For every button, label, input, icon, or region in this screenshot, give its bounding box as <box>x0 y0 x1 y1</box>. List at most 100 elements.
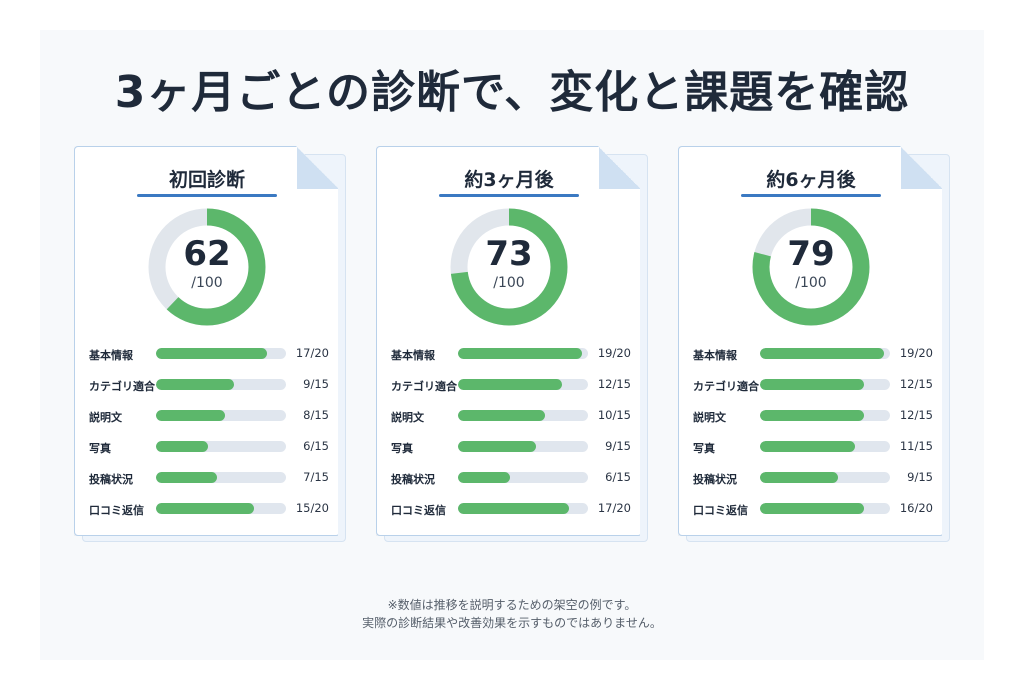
score-bar-track <box>156 348 286 359</box>
score-row-label: 説明文 <box>391 411 424 424</box>
score-row-value: 9/15 <box>907 470 933 484</box>
donut-fill <box>752 208 870 326</box>
score-row: カテゴリ適合 12/15 <box>693 374 933 405</box>
score-row-label: カテゴリ適合 <box>89 380 155 393</box>
score-row-value: 19/20 <box>899 346 933 360</box>
score-row-value: 17/20 <box>597 501 631 515</box>
score-breakdown: 基本情報 19/20 カテゴリ適合 12/15 説明文 12/15 <box>693 343 933 529</box>
score-row: 口コミ返信 15/20 <box>89 498 329 529</box>
score-row-label: 口コミ返信 <box>693 504 748 517</box>
score-bar-track <box>458 503 588 514</box>
score-row-value: 7/15 <box>303 470 329 484</box>
score-row: 投稿状況 9/15 <box>693 467 933 498</box>
score-row: 基本情報 17/20 <box>89 343 329 374</box>
score-bar-track <box>458 441 588 452</box>
score-row-value: 17/20 <box>295 346 329 360</box>
score-row-label: 投稿状況 <box>89 473 133 486</box>
score-row: 写真 6/15 <box>89 436 329 467</box>
score-row-label: 基本情報 <box>391 349 435 362</box>
score-row-value: 19/20 <box>597 346 631 360</box>
score-row-value: 9/15 <box>605 439 631 453</box>
card-title: 約6ヶ月後 <box>766 169 856 191</box>
score-bar-fill <box>458 503 569 514</box>
score-bar-fill <box>458 348 582 359</box>
card-title-underline <box>741 194 881 197</box>
score-bar-fill <box>760 410 864 421</box>
card-title: 初回診断 <box>168 169 245 191</box>
score-row-value: 12/15 <box>899 408 933 422</box>
score-bar-track <box>760 441 890 452</box>
score-row-value: 9/15 <box>303 377 329 391</box>
score-bar-fill <box>156 348 267 359</box>
total-score: 79 <box>787 234 835 274</box>
score-bar-fill <box>156 472 217 483</box>
score-bar-fill <box>156 503 254 514</box>
score-row-label: 投稿状況 <box>391 473 435 486</box>
score-row-label: 写真 <box>693 442 715 455</box>
score-row: 投稿状況 6/15 <box>391 467 631 498</box>
score-bar-track <box>156 472 286 483</box>
score-row-label: カテゴリ適合 <box>391 380 457 393</box>
total-score: 73 <box>485 234 533 274</box>
score-bar-fill <box>156 410 226 421</box>
score-row-label: 写真 <box>391 442 413 455</box>
score-row: 口コミ返信 16/20 <box>693 498 933 529</box>
score-row: 説明文 10/15 <box>391 405 631 436</box>
score-row-value: 6/15 <box>605 470 631 484</box>
disclaimer-line-1: ※数値は推移を説明するための架空の例です。 <box>387 598 637 612</box>
card-title-underline <box>137 194 277 197</box>
score-bar-track <box>458 348 588 359</box>
score-bar-track <box>760 472 890 483</box>
diagnosis-card: 初回診断 62 /100 基本情報 17/20 カテゴリ適合 <box>74 146 346 542</box>
score-bar-track <box>156 379 286 390</box>
score-row: 投稿状況 7/15 <box>89 467 329 498</box>
score-row-label: 基本情報 <box>89 349 133 362</box>
score-row: 説明文 12/15 <box>693 405 933 436</box>
score-bar-fill <box>458 379 562 390</box>
score-bar-fill <box>760 348 884 359</box>
score-bar-fill <box>156 441 208 452</box>
score-row: 基本情報 19/20 <box>391 343 631 374</box>
score-bar-track <box>760 348 890 359</box>
score-bar-track <box>156 503 286 514</box>
score-bar-track <box>458 472 588 483</box>
score-row-label: 口コミ返信 <box>391 504 446 517</box>
score-row: カテゴリ適合 12/15 <box>391 374 631 405</box>
score-bar-track <box>760 410 890 421</box>
card-title-underline <box>439 194 579 197</box>
total-score-max: /100 <box>493 275 525 291</box>
score-bar-track <box>760 503 890 514</box>
score-row-value: 12/15 <box>899 377 933 391</box>
score-row-value: 15/20 <box>295 501 329 515</box>
score-row-label: 写真 <box>89 442 111 455</box>
score-bar-track <box>156 410 286 421</box>
score-bar-fill <box>458 441 536 452</box>
score-row-label: 投稿状況 <box>693 473 737 486</box>
score-row-label: 説明文 <box>89 411 122 424</box>
donut-fill <box>148 208 266 326</box>
card-title: 約3ヶ月後 <box>464 169 554 191</box>
diagnosis-card: 約3ヶ月後 73 /100 基本情報 19/20 カテゴリ適合 <box>376 146 648 542</box>
card-sheet: 約6ヶ月後 79 /100 基本情報 19/20 カテゴリ適合 <box>678 146 942 536</box>
score-donut-chart <box>450 208 568 326</box>
score-bar-fill <box>760 503 864 514</box>
score-bar-fill <box>458 410 545 421</box>
score-row-value: 6/15 <box>303 439 329 453</box>
score-breakdown: 基本情報 19/20 カテゴリ適合 12/15 説明文 10/15 <box>391 343 631 529</box>
page-title: 3ヶ月ごとの診断で、変化と課題を確認 <box>114 67 910 118</box>
donut-fill <box>450 208 568 326</box>
score-bar-fill <box>760 472 838 483</box>
score-bar-track <box>760 379 890 390</box>
score-row-label: カテゴリ適合 <box>693 380 759 393</box>
score-breakdown: 基本情報 17/20 カテゴリ適合 9/15 説明文 8/15 <box>89 343 329 529</box>
score-row: 口コミ返信 17/20 <box>391 498 631 529</box>
score-bar-fill <box>760 379 864 390</box>
score-donut-chart <box>148 208 266 326</box>
total-score: 62 <box>183 234 231 274</box>
card-sheet: 約3ヶ月後 73 /100 基本情報 19/20 カテゴリ適合 <box>376 146 640 536</box>
score-bar-fill <box>458 472 510 483</box>
score-row-value: 12/15 <box>597 377 631 391</box>
score-bar-track <box>458 379 588 390</box>
score-row: 基本情報 19/20 <box>693 343 933 374</box>
total-score-max: /100 <box>191 275 223 291</box>
